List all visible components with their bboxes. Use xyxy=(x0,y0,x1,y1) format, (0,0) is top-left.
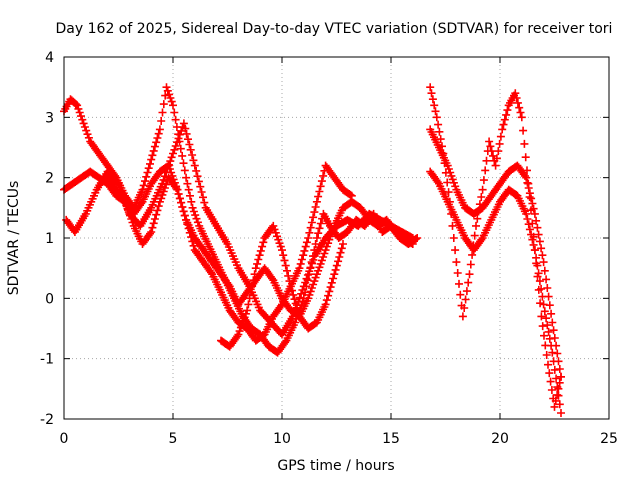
x-axis-label: GPS time / hours xyxy=(277,458,394,474)
plus-marks xyxy=(426,167,565,417)
y-tick-label: 3 xyxy=(45,110,54,126)
series-track-d xyxy=(103,161,356,345)
plus-marks xyxy=(426,83,565,411)
y-tick-label: 0 xyxy=(45,291,54,307)
tick-label-layer: 0 5 10 15 20 25 -2 -1 0 1 2 3 4 xyxy=(40,50,618,447)
series-track-h xyxy=(426,167,565,417)
series-track-e xyxy=(217,221,347,351)
chart-title: Day 162 of 2025, Sidereal Day-to-day VTE… xyxy=(56,21,613,37)
plus-marks xyxy=(426,125,565,381)
y-axis-label: SDTVAR / TECUs xyxy=(6,181,22,296)
x-tick-label: 10 xyxy=(273,431,291,447)
marks-layer xyxy=(60,83,565,417)
plus-marks xyxy=(217,221,347,351)
y-tick-label: 1 xyxy=(45,231,54,247)
x-tick-label: 0 xyxy=(60,431,69,447)
x-tick-label: 25 xyxy=(600,431,618,447)
plus-marks xyxy=(103,161,356,345)
series-track-g xyxy=(426,125,565,381)
x-tick-label: 15 xyxy=(382,431,400,447)
y-tick-label: -2 xyxy=(40,412,54,428)
x-tick-label: 20 xyxy=(491,431,509,447)
y-tick-label: 4 xyxy=(45,50,54,66)
x-tick-label: 5 xyxy=(169,431,178,447)
y-tick-label: -1 xyxy=(40,352,54,368)
y-tick-label: 2 xyxy=(45,171,54,187)
plot-frame xyxy=(63,56,610,420)
series-track-f xyxy=(426,83,565,411)
